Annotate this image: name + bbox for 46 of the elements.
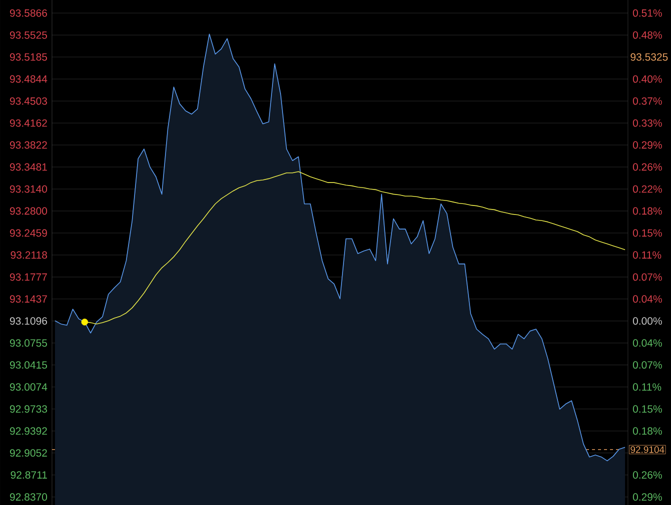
- y-tick-label: 93.4844: [10, 75, 48, 83]
- y-tick-label: 93.5866: [10, 9, 48, 17]
- y-tick-label: 93.3481: [10, 163, 47, 171]
- y-tick-label: 93.0074: [10, 383, 48, 391]
- y-tick-label: 93.4162: [10, 119, 47, 127]
- y2-tick-label: 0.40%: [632, 75, 662, 83]
- y-tick-label: 92.9733: [10, 405, 48, 413]
- y2-tick-label: 0.07%: [632, 273, 662, 281]
- y2-tick-label: 0.15%: [632, 405, 662, 413]
- y2-tick-label: 0.29%: [632, 141, 662, 149]
- y-tick-label: 93.1777: [10, 273, 47, 281]
- y-tick-label: 93.5185: [10, 53, 48, 61]
- y2-tick-label: 0.11%: [632, 383, 662, 391]
- y-tick-label: 93.2459: [10, 229, 47, 237]
- y-tick-label: 93.1096: [10, 317, 48, 325]
- y2-tick-label: 0.15%: [632, 229, 662, 237]
- y-tick-label: 93.4503: [10, 97, 48, 105]
- y2-tick-label: 0.29%: [632, 493, 662, 501]
- y2-tick-label: 0.00%: [632, 317, 662, 325]
- y2-tick-label: 0.11%: [632, 251, 662, 259]
- y-tick-label: 93.3140: [10, 185, 48, 193]
- y-tick-label: 93.3822: [10, 141, 47, 149]
- y-tick-label: 93.1437: [10, 295, 47, 303]
- y2-tick-label: 0.33%: [632, 119, 662, 127]
- y2-tick-label: 0.48%: [632, 31, 662, 39]
- y-tick-label: 93.5525: [10, 31, 48, 39]
- y-tick-label: 92.9052: [10, 449, 47, 457]
- y2-tick-label: 0.04%: [632, 295, 662, 303]
- y2-tick-label: 0.18%: [632, 427, 662, 435]
- y2-tick-label: 0.18%: [632, 207, 662, 215]
- y2-tick-label: 0.26%: [632, 471, 662, 479]
- y2-tick-label: 0.51%: [632, 9, 662, 17]
- y2-tick-label: 0.07%: [632, 361, 662, 369]
- y2-tick-label: 0.04%: [632, 339, 662, 347]
- y-tick-label: 93.0415: [10, 361, 48, 369]
- y-tick-label: 93.2118: [10, 251, 48, 259]
- y2-tick-label: 0.26%: [632, 163, 662, 171]
- y-tick-label: 92.8370: [10, 493, 48, 501]
- y-tick-label: 93.2800: [10, 207, 48, 215]
- text: 93.5325: [630, 53, 668, 61]
- ref-line-label: 92.9104: [630, 446, 664, 453]
- y2-tick-label: 0.22%: [632, 185, 662, 193]
- y-tick-label: 92.9392: [10, 427, 47, 435]
- y-tick-label: 92.8711: [10, 471, 47, 479]
- y-tick-label: 93.0755: [10, 339, 48, 347]
- y2-tick-label: 0.37%: [632, 97, 662, 105]
